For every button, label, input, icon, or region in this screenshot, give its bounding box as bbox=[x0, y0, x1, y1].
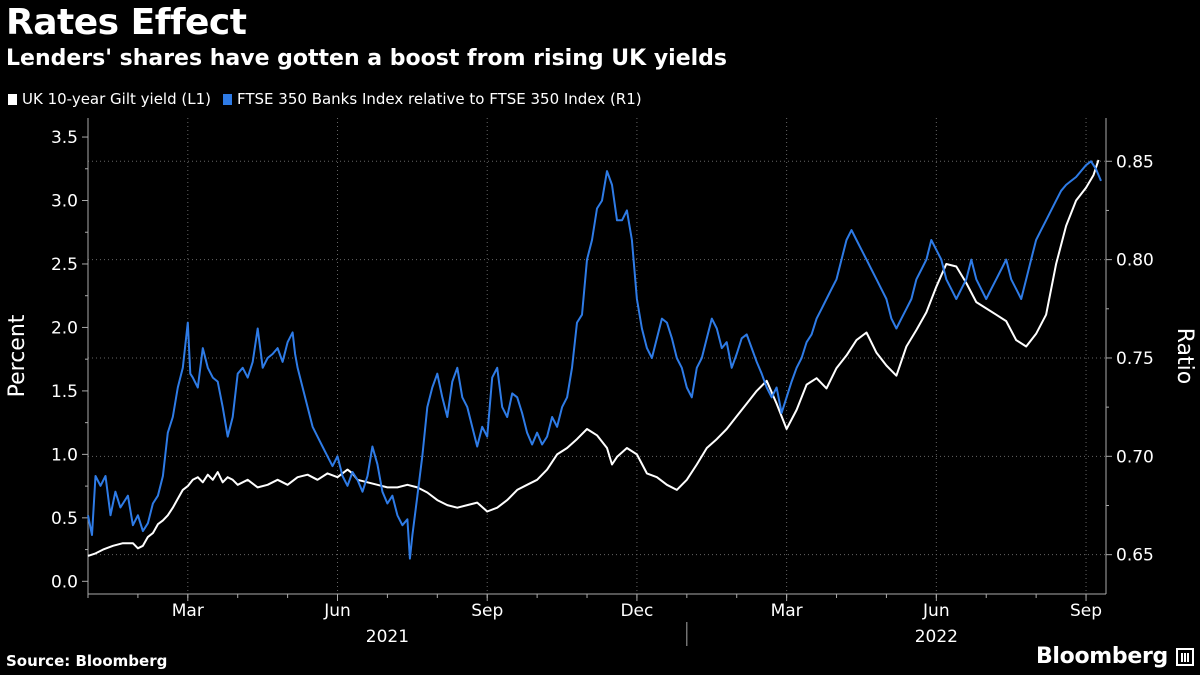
x-tick-label: Mar bbox=[771, 601, 803, 621]
legend-entry-gilt: UK 10-year Gilt yield (L1) bbox=[8, 90, 211, 108]
x-tick-label: Jun bbox=[922, 601, 950, 621]
chart-subtitle: Lenders' shares have gotten a boost from… bbox=[6, 46, 728, 71]
x-tick-label: Sep bbox=[471, 601, 503, 621]
y-tick-label-left: 1.5 bbox=[51, 382, 78, 402]
y-axis-title-right: Ratio bbox=[1172, 328, 1197, 384]
legend-label-banks: FTSE 350 Banks Index relative to FTSE 35… bbox=[237, 90, 642, 108]
chart-title: Rates Effect bbox=[6, 2, 247, 43]
legend-entry-banks: FTSE 350 Banks Index relative to FTSE 35… bbox=[223, 90, 642, 108]
series-line-gilt-yield bbox=[87, 159, 1100, 557]
y-tick-label-left: 2.0 bbox=[51, 318, 78, 338]
y-tick-label-left: 3.0 bbox=[51, 192, 78, 212]
x-tick-label: Sep bbox=[1070, 601, 1102, 621]
year-label: 2021 bbox=[366, 627, 409, 647]
y-axis-title-left: Percent bbox=[5, 314, 30, 397]
legend-label-gilt: UK 10-year Gilt yield (L1) bbox=[22, 90, 211, 108]
y-tick-label-right: 0.75 bbox=[1116, 349, 1154, 369]
y-tick-label-left: 0.5 bbox=[51, 509, 78, 529]
y-tick-label-right: 0.80 bbox=[1116, 251, 1154, 271]
year-label: 2022 bbox=[915, 627, 958, 647]
source-note: Source: Bloomberg bbox=[6, 652, 168, 670]
bloomberg-terminal-icon bbox=[1176, 648, 1194, 666]
brand-logo: Bloomberg bbox=[1035, 644, 1168, 669]
y-tick-label-left: 1.0 bbox=[51, 445, 78, 465]
y-tick-label-right: 0.65 bbox=[1116, 546, 1154, 566]
x-tick-label: Jun bbox=[323, 601, 351, 621]
y-tick-label-right: 0.85 bbox=[1116, 152, 1154, 172]
y-tick-label-left: 2.5 bbox=[51, 255, 78, 275]
y-tick-label-left: 3.5 bbox=[51, 128, 78, 148]
y-tick-label-right: 0.70 bbox=[1116, 447, 1154, 467]
legend-swatch-gilt bbox=[8, 93, 17, 105]
y-tick-label-left: 0.0 bbox=[51, 572, 78, 592]
legend-swatch-banks bbox=[223, 93, 232, 105]
legend: UK 10-year Gilt yield (L1) FTSE 350 Bank… bbox=[8, 90, 642, 108]
x-tick-label: Mar bbox=[172, 601, 204, 621]
x-tick-label: Dec bbox=[620, 601, 653, 621]
series-line-banks-relative bbox=[87, 160, 1102, 560]
